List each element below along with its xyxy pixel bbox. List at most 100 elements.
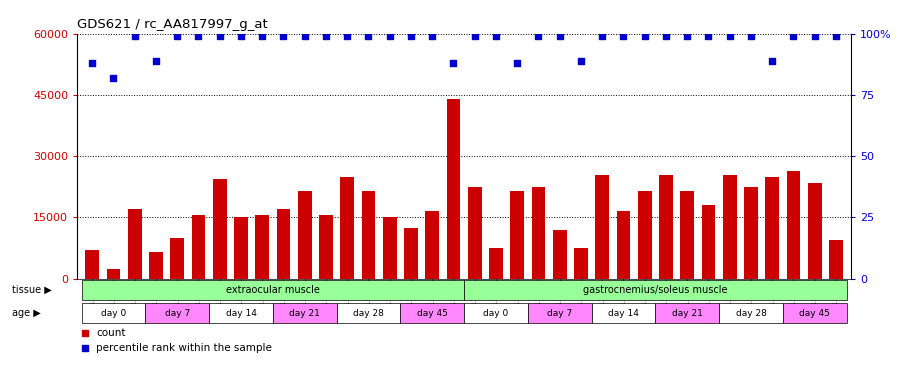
- Bar: [447, 99, 460, 279]
- Bar: [595, 175, 609, 279]
- Point: [277, 33, 291, 39]
- Bar: [146, 303, 209, 323]
- Point: [170, 33, 185, 39]
- Bar: [86, 250, 99, 279]
- Point: [680, 33, 694, 39]
- Point: [531, 33, 546, 39]
- Point: [234, 33, 248, 39]
- Bar: [464, 280, 846, 300]
- Point: [85, 60, 99, 66]
- Text: day 28: day 28: [353, 309, 384, 318]
- Bar: [106, 268, 120, 279]
- Bar: [383, 217, 397, 279]
- Point: [723, 33, 737, 39]
- Point: [807, 33, 822, 39]
- Point: [552, 33, 567, 39]
- Point: [382, 33, 397, 39]
- Bar: [786, 171, 801, 279]
- Bar: [489, 248, 503, 279]
- Bar: [170, 238, 184, 279]
- Point: [106, 75, 121, 81]
- Bar: [528, 303, 592, 323]
- Point: [255, 33, 269, 39]
- Point: [595, 33, 610, 39]
- Point: [298, 33, 312, 39]
- Point: [127, 33, 142, 39]
- Text: extraocular muscle: extraocular muscle: [226, 285, 319, 295]
- Point: [743, 33, 758, 39]
- Text: day 21: day 21: [672, 309, 703, 318]
- Point: [340, 33, 355, 39]
- Bar: [149, 252, 163, 279]
- Bar: [213, 178, 227, 279]
- Point: [468, 33, 482, 39]
- Text: day 45: day 45: [799, 309, 830, 318]
- Bar: [702, 205, 715, 279]
- Bar: [277, 209, 290, 279]
- Bar: [592, 303, 655, 323]
- Text: day 7: day 7: [165, 309, 190, 318]
- Bar: [617, 211, 631, 279]
- Text: day 21: day 21: [289, 309, 320, 318]
- Bar: [765, 177, 779, 279]
- Bar: [361, 191, 376, 279]
- Text: day 7: day 7: [547, 309, 572, 318]
- Point: [212, 33, 227, 39]
- Point: [573, 58, 588, 64]
- Bar: [234, 217, 248, 279]
- Bar: [744, 187, 758, 279]
- Bar: [681, 191, 694, 279]
- Bar: [723, 175, 736, 279]
- Bar: [256, 215, 269, 279]
- Text: percentile rank within the sample: percentile rank within the sample: [96, 343, 272, 353]
- Bar: [425, 211, 440, 279]
- Bar: [531, 187, 545, 279]
- Point: [425, 33, 440, 39]
- Point: [527, 140, 541, 146]
- Text: day 0: day 0: [101, 309, 126, 318]
- Text: tissue ▶: tissue ▶: [12, 285, 51, 295]
- Point: [148, 58, 163, 64]
- Point: [404, 33, 419, 39]
- Bar: [464, 303, 528, 323]
- Text: age ▶: age ▶: [12, 308, 40, 318]
- Bar: [404, 228, 418, 279]
- Bar: [192, 215, 206, 279]
- Bar: [511, 191, 524, 279]
- Point: [659, 33, 673, 39]
- Point: [765, 58, 780, 64]
- Text: day 14: day 14: [608, 309, 639, 318]
- Text: gastrocnemius/soleus muscle: gastrocnemius/soleus muscle: [583, 285, 728, 295]
- Point: [527, 276, 541, 282]
- Point: [510, 60, 524, 66]
- Bar: [273, 303, 337, 323]
- Point: [489, 33, 503, 39]
- Bar: [659, 175, 672, 279]
- Text: day 0: day 0: [483, 309, 509, 318]
- Point: [318, 33, 333, 39]
- Text: GDS621 / rc_AA817997_g_at: GDS621 / rc_AA817997_g_at: [77, 18, 268, 31]
- Bar: [209, 303, 273, 323]
- Bar: [719, 303, 783, 323]
- Point: [637, 33, 652, 39]
- Point: [829, 33, 844, 39]
- Bar: [298, 191, 311, 279]
- Bar: [400, 303, 464, 323]
- Point: [191, 33, 206, 39]
- Bar: [127, 209, 142, 279]
- Bar: [808, 183, 822, 279]
- Text: day 45: day 45: [417, 309, 448, 318]
- Bar: [337, 303, 400, 323]
- Bar: [82, 303, 146, 323]
- Bar: [829, 240, 843, 279]
- Bar: [340, 177, 354, 279]
- Point: [446, 60, 460, 66]
- Bar: [82, 280, 464, 300]
- Point: [616, 33, 631, 39]
- Bar: [319, 215, 333, 279]
- Bar: [655, 303, 719, 323]
- Point: [786, 33, 801, 39]
- Point: [361, 33, 376, 39]
- Point: [702, 33, 716, 39]
- Bar: [468, 187, 481, 279]
